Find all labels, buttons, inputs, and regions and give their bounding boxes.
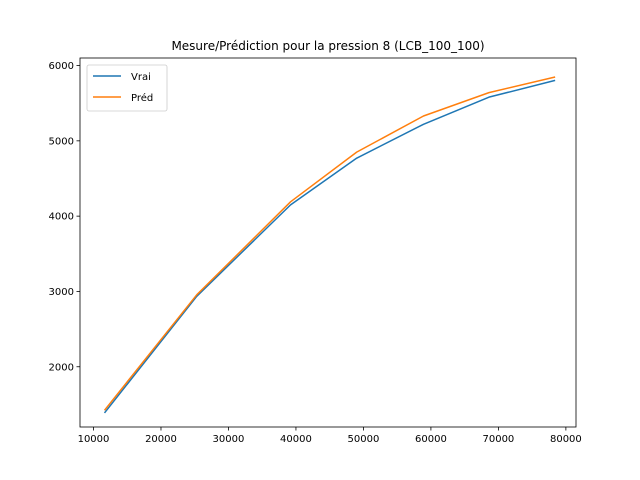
x-tick-label: 40000 <box>280 434 312 445</box>
x-tick-label: 20000 <box>145 434 177 445</box>
x-tick-label: 50000 <box>348 434 380 445</box>
plot-area <box>79 57 577 428</box>
chart-title: Mesure/Prédiction pour la pression 8 (LC… <box>171 39 484 53</box>
legend-label-pred: Préd <box>131 92 153 104</box>
legend-frame <box>86 64 168 112</box>
legend-label-vrai: Vrai <box>131 72 151 83</box>
x-tick-label: 60000 <box>415 434 447 445</box>
series-lines <box>103 76 556 414</box>
y-tick-label: 5000 <box>49 136 74 147</box>
series-line-pred <box>103 76 556 411</box>
axes-background <box>80 58 576 427</box>
x-tick-label: 80000 <box>550 434 582 445</box>
x-tick-label: 10000 <box>78 434 110 445</box>
x-tick-label: 70000 <box>482 434 514 445</box>
y-tick-label: 6000 <box>49 61 74 72</box>
y-tick-label: 2000 <box>49 362 74 373</box>
y-tick-label: 3000 <box>49 287 74 298</box>
y-axis: 2000 3000 4000 5000 6000 <box>49 61 80 373</box>
y-tick-label: 4000 <box>49 212 74 223</box>
x-axis: 10000 20000 30000 40000 50000 60000 70000 80000 <box>78 427 582 445</box>
x-tick-label: 30000 <box>213 434 245 445</box>
legend: Vrai Préd <box>86 64 168 112</box>
series-line-vrai <box>103 79 556 414</box>
axes-frame <box>79 57 577 428</box>
